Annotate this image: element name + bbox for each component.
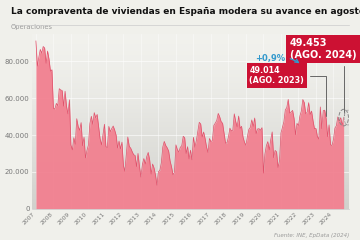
Text: Fuente: INE, EpData (2024): Fuente: INE, EpData (2024) [274, 233, 349, 238]
Text: Operaciones: Operaciones [10, 24, 52, 30]
Text: +0,9%: +0,9% [255, 54, 298, 63]
Text: 49.014
(AGO. 2023): 49.014 (AGO. 2023) [249, 66, 326, 116]
Text: 49.453
(AGO. 2024): 49.453 (AGO. 2024) [290, 38, 356, 115]
Text: La compraventa de viviendas en España modera su avance en agosto: La compraventa de viviendas en España mo… [11, 7, 360, 16]
